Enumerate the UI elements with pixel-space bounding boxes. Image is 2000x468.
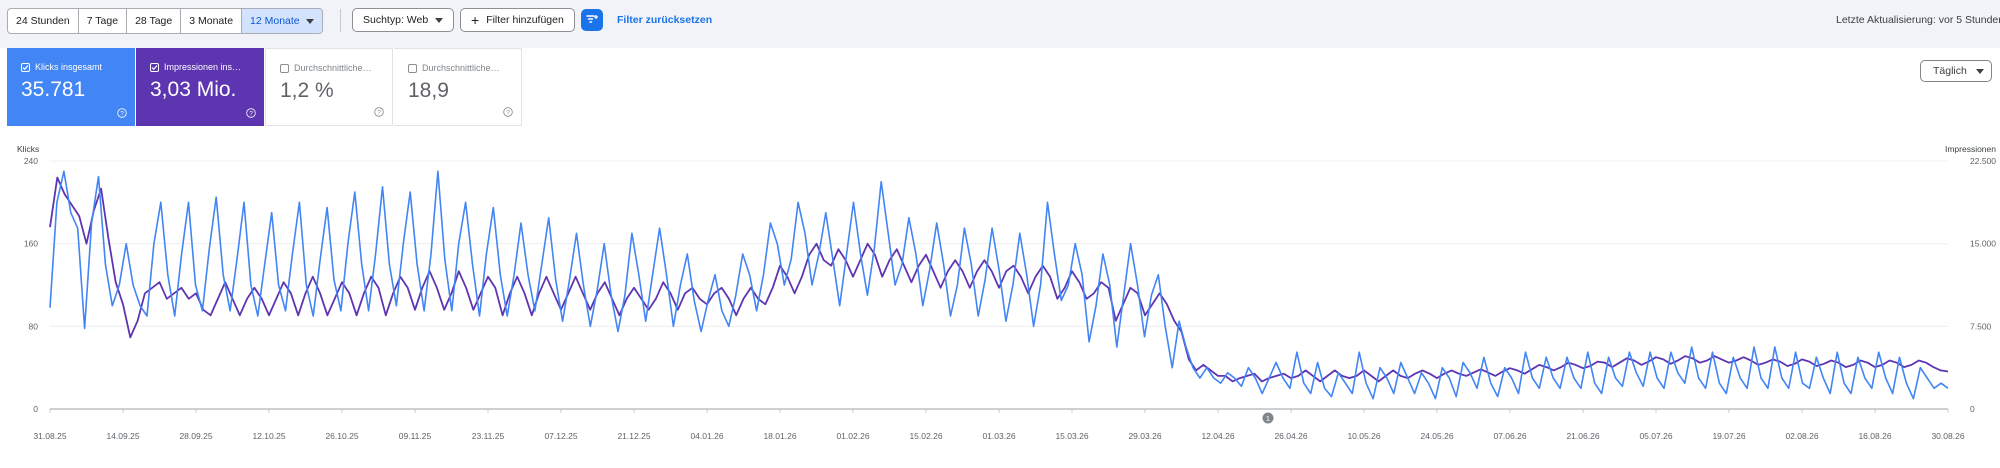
chevron-down-icon bbox=[435, 17, 444, 23]
y-left-tick-label: 80 bbox=[29, 321, 39, 331]
metric-value: 18,9 bbox=[408, 79, 449, 102]
granularity-dropdown[interactable]: Täglich bbox=[1920, 60, 1992, 82]
x-tick-label: 02.08.26 bbox=[1785, 431, 1818, 441]
metric-card-impressions[interactable]: Impressionen ins… 3,03 Mio. ? bbox=[136, 48, 264, 126]
x-tick-label: 23.11.25 bbox=[472, 431, 505, 441]
plus-icon: + bbox=[471, 12, 480, 28]
y-right-axis-title: Impressionen bbox=[1945, 144, 1996, 154]
y-right-tick-label: 0 bbox=[1970, 404, 1975, 414]
checkbox-checked-icon[interactable] bbox=[150, 62, 159, 72]
x-tick-label: 15.03.26 bbox=[1055, 431, 1088, 441]
search-type-dropdown[interactable]: Suchtyp: Web bbox=[352, 8, 455, 32]
metric-label: Durchschnittliche… bbox=[294, 63, 372, 73]
reset-filters-link[interactable]: Filter zurücksetzen bbox=[617, 14, 713, 26]
x-tick-label: 16.08.26 bbox=[1858, 431, 1891, 441]
x-tick-label: 26.10.25 bbox=[325, 431, 358, 441]
performance-panel: Klicks insgesamt 35.781 ? Impressionen i… bbox=[0, 48, 2000, 468]
svg-text:?: ? bbox=[377, 109, 381, 116]
y-left-tick-label: 160 bbox=[24, 239, 38, 249]
x-tick-label: 15.02.26 bbox=[909, 431, 942, 441]
annotation-marker[interactable]: 1 bbox=[1262, 412, 1274, 424]
x-tick-label: 01.03.26 bbox=[982, 431, 1015, 441]
help-icon[interactable]: ? bbox=[503, 107, 513, 117]
svg-text:?: ? bbox=[506, 109, 510, 116]
metric-card-ctr[interactable]: Durchschnittliche… 1,2 % ? bbox=[265, 48, 393, 126]
annotation-label: 1 bbox=[1266, 414, 1270, 423]
y-right-tick-label: 15.000 bbox=[1970, 239, 1996, 249]
x-tick-label: 01.02.26 bbox=[836, 431, 869, 441]
svg-text:?: ? bbox=[120, 110, 124, 117]
y-left-tick-label: 0 bbox=[33, 404, 38, 414]
svg-text:?: ? bbox=[249, 110, 253, 117]
x-tick-label: 18.01.26 bbox=[763, 431, 796, 441]
annotation-circle bbox=[1262, 412, 1274, 424]
x-tick-label: 12.10.25 bbox=[252, 431, 285, 441]
checkbox-unchecked-icon[interactable] bbox=[408, 63, 417, 73]
metric-card-position[interactable]: Durchschnittliche… 18,9 ? bbox=[394, 48, 522, 126]
x-tick-label: 14.09.25 bbox=[106, 431, 139, 441]
chevron-down-icon bbox=[1975, 68, 1984, 74]
metric-value: 1,2 % bbox=[280, 79, 334, 102]
help-icon[interactable]: ? bbox=[117, 108, 127, 118]
filter-plus-icon bbox=[586, 15, 598, 23]
metric-value: 3,03 Mio. bbox=[150, 78, 237, 101]
filter-button[interactable] bbox=[581, 9, 603, 31]
metric-card-clicks[interactable]: Klicks insgesamt 35.781 ? bbox=[7, 48, 135, 126]
toolbar: 24 Stunden 7 Tage 28 Tage 3 Monate 12 Mo… bbox=[0, 0, 2000, 42]
add-filter-button[interactable]: + Filter hinzufügen bbox=[460, 8, 575, 32]
add-filter-label: Filter hinzufügen bbox=[486, 14, 564, 26]
x-tick-label: 26.04.26 bbox=[1274, 431, 1307, 441]
help-icon[interactable]: ? bbox=[246, 108, 256, 118]
x-tick-label: 07.12.25 bbox=[544, 431, 577, 441]
metric-label: Impressionen ins… bbox=[164, 62, 242, 72]
x-tick-label: 28.09.25 bbox=[179, 431, 212, 441]
toolbar-divider bbox=[340, 9, 341, 32]
last-update-text: Letzte Aktualisierung: vor 5 Stunden bbox=[1836, 14, 2000, 26]
range-3m[interactable]: 3 Monate bbox=[181, 9, 243, 33]
x-tick-label: 10.05.26 bbox=[1347, 431, 1380, 441]
x-tick-label: 12.04.26 bbox=[1201, 431, 1234, 441]
chevron-down-icon bbox=[305, 18, 314, 24]
series-clicks-line bbox=[49, 170, 1949, 400]
x-tick-label: 31.08.25 bbox=[33, 431, 66, 441]
x-tick-label: 30.08.26 bbox=[1931, 431, 1964, 441]
metric-label: Durchschnittliche… bbox=[422, 63, 500, 73]
date-range-selector: 24 Stunden 7 Tage 28 Tage 3 Monate 12 Mo… bbox=[7, 8, 323, 34]
metric-value: 35.781 bbox=[21, 78, 86, 101]
range-7d[interactable]: 7 Tage bbox=[79, 9, 128, 33]
range-12m[interactable]: 12 Monate bbox=[242, 9, 322, 33]
x-tick-label: 29.03.26 bbox=[1128, 431, 1161, 441]
x-tick-label: 24.05.26 bbox=[1420, 431, 1453, 441]
y-right-tick-label: 7.500 bbox=[1970, 321, 1992, 331]
x-tick-label: 05.07.26 bbox=[1639, 431, 1672, 441]
x-tick-label: 07.06.26 bbox=[1493, 431, 1526, 441]
metric-label: Klicks insgesamt bbox=[35, 62, 103, 72]
checkbox-unchecked-icon[interactable] bbox=[280, 63, 289, 73]
range-24h[interactable]: 24 Stunden bbox=[8, 9, 79, 33]
x-tick-label: 09.11.25 bbox=[399, 431, 432, 441]
x-tick-label: 21.06.26 bbox=[1566, 431, 1599, 441]
x-tick-label: 21.12.25 bbox=[617, 431, 650, 441]
y-left-axis-title: Klicks bbox=[17, 144, 39, 154]
y-right-tick-label: 22.500 bbox=[1970, 156, 1996, 166]
x-tick-label: 19.07.26 bbox=[1712, 431, 1745, 441]
y-left-tick-label: 240 bbox=[24, 156, 38, 166]
range-12m-label: 12 Monate bbox=[250, 15, 300, 27]
granularity-label: Täglich bbox=[1933, 65, 1967, 77]
help-icon[interactable]: ? bbox=[374, 107, 384, 117]
checkbox-checked-icon[interactable] bbox=[21, 62, 30, 72]
range-28d[interactable]: 28 Tage bbox=[127, 9, 182, 33]
search-type-label: Suchtyp: Web bbox=[363, 14, 429, 26]
x-tick-label: 04.01.26 bbox=[690, 431, 723, 441]
